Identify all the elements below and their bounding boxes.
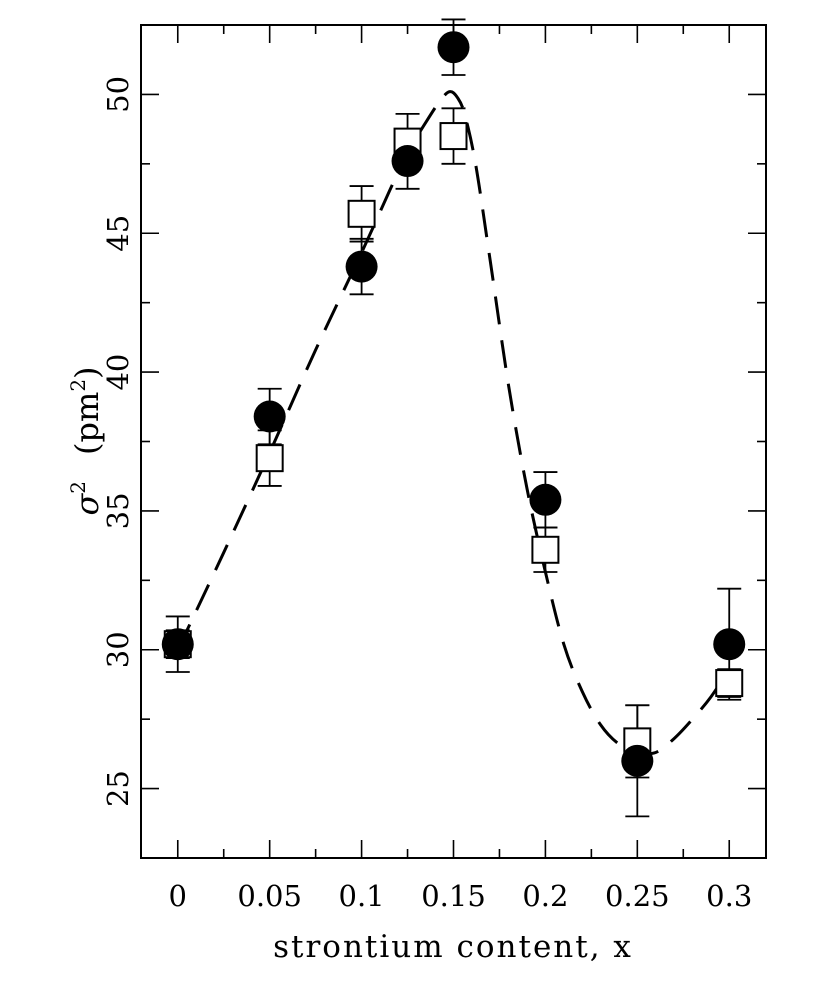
data-point-square [255,444,284,473]
data-point-circle [437,31,470,64]
data-point-circle [391,145,424,178]
data-point-square [531,535,560,564]
y-tick-label: 35 [101,492,135,529]
data-point-square [439,122,468,151]
x-tick-label: 0.1 [339,879,385,913]
y-axis-unit-close: ) [68,366,106,378]
y-axis-symbol: σ [68,493,106,516]
y-tick-label: 25 [101,770,135,807]
x-tick-label: 0.3 [706,879,752,913]
y-axis-title: σ2(pm2) [66,366,106,515]
data-point-circle [713,628,746,661]
y-tick-label: 30 [101,631,135,668]
tick-labels: 0 0.05 0.1 0.15 0.2 0.25 0.3 25 30 35 40 45 50 [101,76,752,913]
y-axis-symbol-exp: 2 [66,481,90,494]
y-axis-title-group: σ2(pm2) [66,366,106,515]
x-tick-label: 0.25 [605,879,670,913]
data-point-circle [161,628,194,661]
axis-ticks [141,24,766,859]
data-point-square [715,669,744,698]
x-tick-label: 0.2 [522,879,568,913]
x-axis-title: strontium content, x [273,929,633,965]
y-tick-label: 40 [101,354,135,391]
data-point-circle [253,400,286,433]
data-point-circle [529,483,562,516]
data-point-square [347,199,376,228]
data-point-circle [621,744,654,777]
data-point-circle [345,250,378,283]
x-tick-label: 0.05 [237,879,302,913]
y-axis-unit-exp: 2 [66,379,90,392]
x-tick-label: 0 [169,879,187,913]
x-tick-label: 0.15 [421,879,486,913]
y-tick-label: 45 [101,215,135,252]
y-tick-label: 50 [101,76,135,113]
data-markers [161,31,746,777]
y-axis-unit-open: (pm [68,392,106,455]
